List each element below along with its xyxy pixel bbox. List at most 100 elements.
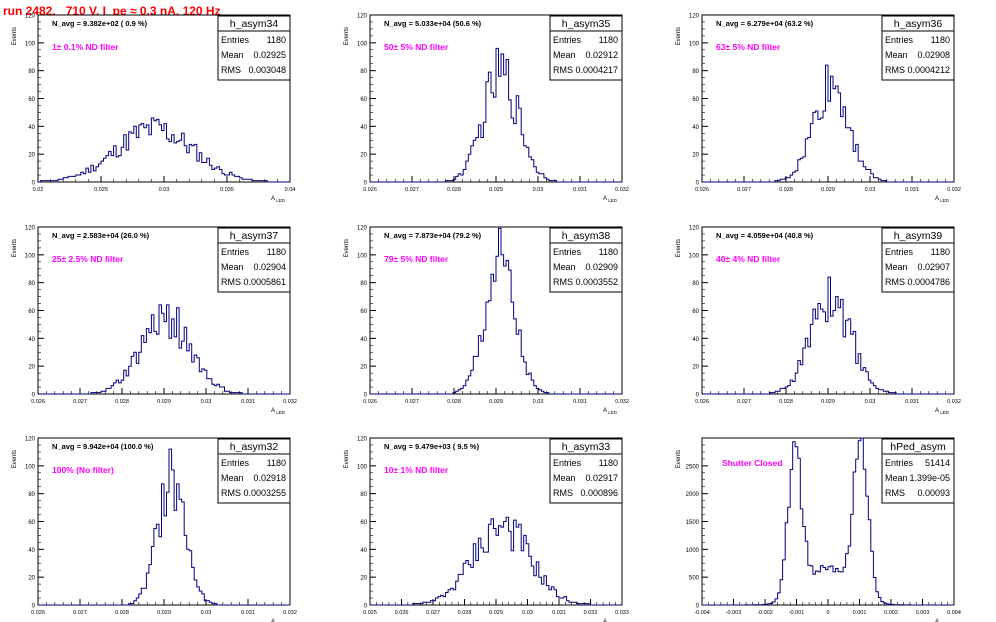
stat-value-rms: 0.0003255: [243, 488, 286, 498]
stats-box: [881, 227, 955, 293]
stat-value-rms: 0.0003552: [575, 277, 618, 287]
y-axis-label: Events: [12, 239, 18, 257]
y-tick-label: 0: [32, 604, 36, 610]
histogram-name: hPed_asym: [890, 441, 946, 453]
y-tick-label: 80: [28, 492, 35, 498]
stat-label-rms: RMS: [553, 488, 573, 498]
y-tick-label: 1000: [686, 548, 700, 554]
stat-value-mean: 1.399e-05: [909, 473, 950, 483]
stat-value-rms: 0.0004786: [907, 277, 950, 287]
y-tick-label: 40: [360, 548, 367, 554]
y-tick-label: 100: [357, 464, 368, 470]
stat-label-entries: Entries: [221, 35, 250, 45]
y-tick-label: 120: [357, 226, 368, 232]
filter-label: 40± 4% ND filter: [716, 254, 781, 264]
navg-label: N_avg = 6.279e+04 (63.2 %): [716, 19, 814, 28]
stats-box: [881, 15, 955, 81]
filter-label: 25± 2.5% ND filter: [52, 254, 124, 264]
y-tick-label: 40: [28, 125, 35, 131]
stats-box: [881, 438, 955, 504]
filter-label: 100% (No filter): [52, 465, 114, 475]
y-axis-label: Events: [676, 450, 682, 468]
y-tick-label: 80: [360, 281, 367, 287]
x-axis-label-sub: LED: [607, 198, 618, 203]
histogram-line: [702, 64, 954, 183]
stats-box: [217, 15, 291, 81]
y-tick-label: 0: [364, 181, 368, 187]
x-tick-label: -0.002: [757, 610, 773, 616]
y-tick-label: 60: [28, 97, 35, 103]
x-tick-label: 0.032: [615, 399, 629, 405]
y-tick-label: 120: [25, 226, 36, 232]
x-tick-label: 0.028: [115, 610, 129, 616]
y-tick-label: 20: [692, 153, 699, 159]
x-tick-label: 0.04: [285, 187, 296, 193]
stats-box: [217, 438, 291, 504]
x-tick-label: 0.031: [552, 610, 566, 616]
y-tick-label: 100: [25, 41, 36, 47]
panel-h_asym34: 0 20 40 60 80 100 120 0.02 0.025 0.03 0.035 0.04 Eve…: [12, 14, 295, 204]
stat-value-mean: 0.02918: [253, 473, 286, 483]
y-tick-label: 60: [28, 520, 35, 526]
x-tick-label: -0.001: [789, 610, 805, 616]
histogram-line: [702, 437, 954, 606]
x-tick-label: 0.03: [522, 610, 533, 616]
stat-value-entries: 1180: [599, 35, 618, 45]
filter-label: 1± 0.1% ND filter: [52, 42, 119, 52]
x-tick-label: 0.004: [947, 610, 961, 616]
x-axis-label-sub: LED: [939, 410, 950, 415]
y-tick-label: 20: [28, 153, 35, 159]
x-tick-label: 0.031: [905, 399, 919, 405]
x-axis-label: A LED: [935, 196, 950, 203]
x-tick-label: 0.03: [159, 187, 170, 193]
y-tick-label: 40: [360, 125, 367, 131]
x-axis-label: A LED: [271, 196, 286, 203]
x-tick-label: 0.026: [695, 399, 709, 405]
x-tick-label: 0.027: [73, 610, 87, 616]
x-tick-label: 0.033: [615, 610, 629, 616]
x-tick-label: 0.032: [615, 187, 629, 193]
stat-label-rms: RMS: [885, 65, 905, 75]
y-tick-label: 80: [692, 281, 699, 287]
y-tick-label: 60: [692, 97, 699, 103]
histogram-line: [38, 448, 290, 606]
navg-label: N_avg = 9.479e+03 ( 9.5 %): [384, 442, 480, 451]
x-axis-label: A LED: [603, 408, 618, 415]
x-tick-label: 0.03: [533, 187, 544, 193]
histogram-name: h_asym34: [230, 18, 279, 30]
y-tick-label: 0: [32, 181, 36, 187]
stat-value-entries: 1180: [267, 35, 286, 45]
x-axis-label-sub: LED: [939, 198, 950, 203]
histogram-line: [38, 117, 290, 183]
histogram-name: h_asym36: [894, 18, 943, 30]
stat-label-entries: Entries: [221, 247, 250, 257]
histogram-name: h_asym32: [230, 441, 279, 453]
y-tick-label: 0: [364, 393, 368, 399]
x-tick-label: -0.004: [694, 610, 710, 616]
y-tick-label: 40: [28, 548, 35, 554]
x-tick-label: 0.035: [220, 187, 234, 193]
stat-label-entries: Entries: [885, 247, 914, 257]
navg-label: N_avg = 9.942e+04 (100.0 %): [52, 442, 154, 451]
stat-value-rms: 0.00093: [917, 488, 950, 498]
y-tick-label: 500: [689, 576, 700, 582]
histogram-name: h_asym39: [894, 230, 943, 242]
x-tick-label: 0.028: [779, 187, 793, 193]
navg-label: N_avg = 9.382e+02 ( 0.9 %): [52, 19, 148, 28]
y-axis-label: Events: [344, 27, 350, 45]
y-tick-label: 1500: [686, 520, 700, 526]
y-tick-label: 20: [360, 365, 367, 371]
y-axis-label: Events: [676, 27, 682, 45]
stat-value-mean: 0.02907: [917, 262, 950, 272]
stat-label-mean: Mean: [885, 50, 908, 60]
panel-hPed_asym: 0 500 1000 1500 2000 2500 -0.004 -0.003 -0.002 -0…: [676, 437, 961, 622]
x-axis-label-sub: LED: [275, 410, 286, 415]
x-tick-label: 0.027: [405, 187, 419, 193]
x-tick-label: 0.031: [573, 187, 587, 193]
stat-label-rms: RMS: [553, 65, 573, 75]
y-tick-label: 0: [364, 604, 368, 610]
y-tick-label: 60: [360, 97, 367, 103]
y-tick-label: 60: [28, 309, 35, 315]
histogram-name: h_asym38: [562, 230, 611, 242]
filter-label: 63± 5% ND filter: [716, 42, 781, 52]
